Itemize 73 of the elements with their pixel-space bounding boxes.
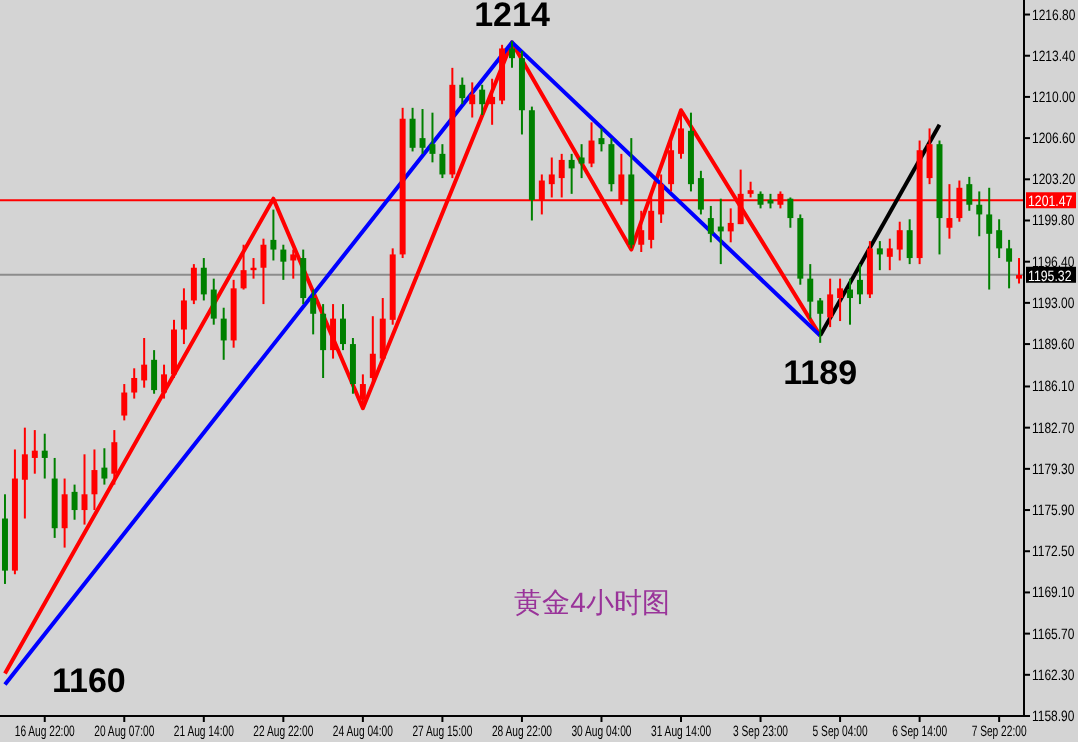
candlestick (866, 240, 873, 300)
candlestick (926, 127, 933, 186)
candlestick (906, 218, 913, 266)
candlestick (91, 448, 98, 512)
candlestick (1016, 257, 1023, 285)
candlestick (886, 237, 893, 272)
candlestick (151, 349, 158, 395)
candlestick (707, 204, 714, 244)
candlestick (439, 143, 446, 180)
candlestick (509, 40, 515, 69)
candlestick (320, 303, 327, 379)
candlestick (161, 363, 168, 400)
candlestick (479, 83, 486, 117)
candlestick (856, 263, 863, 306)
candlestick (459, 76, 466, 106)
candlestick (807, 263, 814, 320)
candlestick (896, 220, 903, 262)
candlestick (638, 209, 645, 253)
candlestick (270, 208, 277, 262)
candlestick (101, 447, 108, 486)
annotation: 1214 (474, 0, 551, 35)
candlestick (71, 483, 78, 521)
candlestick (1006, 238, 1013, 290)
candlestick (986, 186, 993, 291)
candlestick (180, 287, 187, 346)
candlestick (21, 426, 28, 520)
candlestick (61, 477, 68, 549)
candlestick (727, 207, 734, 244)
candlestick (578, 143, 585, 180)
candlestick (240, 243, 247, 291)
annotation: 黄金4小时图 (514, 586, 670, 618)
candlestick (847, 277, 853, 326)
candlestick (171, 318, 177, 379)
candlestick (290, 248, 297, 280)
candlestick (598, 127, 605, 153)
candlestick (787, 196, 794, 229)
candlestick (210, 277, 217, 326)
candlestick (976, 190, 983, 238)
candlestick (200, 257, 207, 302)
candlestick (121, 383, 128, 422)
candlestick (330, 303, 337, 360)
candlestick (608, 137, 615, 193)
candlestick (31, 429, 38, 475)
candlestick (876, 240, 883, 272)
candlestick (300, 248, 307, 306)
candlestick (280, 243, 287, 281)
candlestick (141, 337, 148, 389)
candlestick (489, 77, 496, 126)
candlestick (668, 138, 675, 193)
candlestick (111, 429, 118, 486)
annotation: 1189 (783, 353, 858, 392)
candlestick (837, 277, 844, 323)
candlestick (409, 106, 416, 153)
candlestick (220, 306, 227, 361)
candlestick (469, 81, 476, 119)
candlestick (568, 152, 575, 195)
candlestick (697, 169, 704, 216)
candlestick (41, 432, 48, 480)
candlestick (260, 237, 267, 306)
candlestick (817, 297, 824, 344)
candlestick (996, 218, 1003, 260)
candlestick (678, 109, 684, 160)
candlestick (966, 175, 973, 212)
candlestick (190, 263, 197, 306)
candlestick (310, 288, 317, 336)
candlestick (827, 277, 834, 329)
candlestick (588, 121, 595, 169)
candlestick (379, 297, 386, 363)
candlestick (340, 303, 346, 352)
candlestick (131, 367, 138, 400)
annotation: 1160 (52, 662, 126, 700)
candlestick (349, 337, 356, 395)
candlestick (369, 315, 376, 386)
